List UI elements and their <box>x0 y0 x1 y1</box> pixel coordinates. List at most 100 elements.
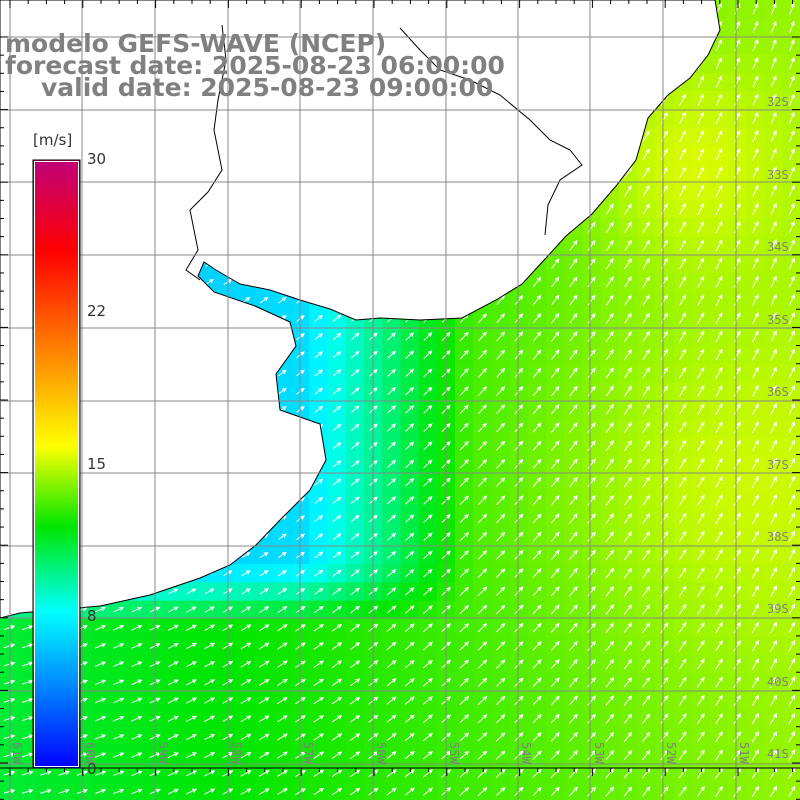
wind-arrow <box>477 659 488 669</box>
wind-arrow <box>3 716 16 721</box>
wind-arrow <box>387 332 396 341</box>
wind-arrow <box>314 405 324 413</box>
wind-arrow <box>478 368 487 378</box>
wind-arrow <box>789 75 795 88</box>
wind-arrow <box>331 751 343 759</box>
wind-arrow <box>404 769 415 778</box>
wind-arrow <box>422 714 433 723</box>
wind-arrow <box>277 678 288 686</box>
wind-arrow <box>405 459 415 469</box>
wind-arrow <box>350 660 361 669</box>
wind-arrow <box>770 658 778 670</box>
wind-arrow <box>715 676 723 688</box>
lat-label: 36S <box>767 385 789 399</box>
wind-arrow <box>204 679 216 686</box>
wind-arrow <box>277 751 288 759</box>
wind-arrow <box>752 384 759 397</box>
wind-arrow <box>715 184 723 197</box>
wind-arrow <box>660 294 669 306</box>
border-line <box>185 24 583 281</box>
wind-arrow <box>624 385 632 397</box>
colorbar-tick: 8 <box>87 607 97 625</box>
lat-label: 40S <box>767 675 789 689</box>
wind-arrow <box>623 622 633 633</box>
wind-arrow <box>697 257 705 270</box>
wind-arrow <box>770 2 777 15</box>
wind-arrow <box>550 604 560 615</box>
wind-arrow <box>514 732 524 742</box>
wind-arrow <box>478 331 487 342</box>
wind-arrow <box>532 404 542 415</box>
wind-arrow <box>752 2 759 15</box>
wind-arrow <box>240 715 252 723</box>
wind-arrow <box>751 749 760 761</box>
wind-arrow <box>642 239 650 252</box>
wind-arrow <box>788 603 796 616</box>
wind-arrow <box>532 768 542 778</box>
wind-arrow <box>642 713 651 724</box>
wind-arrow <box>733 567 741 579</box>
wind-arrow <box>679 312 687 324</box>
wind-arrow <box>331 733 343 741</box>
wind-arrow <box>678 731 687 743</box>
wind-arrow <box>624 330 632 342</box>
wind-arrow <box>477 440 488 451</box>
wind-arrow <box>660 239 668 252</box>
wind-arrow <box>459 532 469 542</box>
wind-arrow <box>423 404 433 414</box>
wind-arrow <box>331 678 343 687</box>
wind-arrow <box>587 367 596 379</box>
wind-arrow <box>733 403 741 416</box>
wind-arrow <box>313 678 325 687</box>
wind-arrow <box>660 257 668 270</box>
wind-arrow <box>350 387 360 395</box>
wind-arrow <box>733 603 741 616</box>
wind-arrow <box>386 587 397 596</box>
wind-arrow <box>788 676 796 689</box>
wind-arrow <box>167 734 179 740</box>
wind-arrow <box>240 752 252 759</box>
lat-label: 41S <box>767 747 789 761</box>
wind-arrow <box>40 770 52 776</box>
wind-arrow <box>751 475 759 488</box>
wind-arrow <box>350 733 361 741</box>
wind-arrow <box>605 458 614 470</box>
wind-arrow <box>642 512 651 524</box>
wind-arrow <box>660 676 669 688</box>
wind-arrow <box>113 715 125 722</box>
wind-arrow <box>350 551 360 559</box>
wind-arrow <box>660 439 669 452</box>
wind-arrow <box>660 640 669 652</box>
wind-arrow <box>697 75 704 88</box>
wind-arrow <box>168 588 179 595</box>
wind-arrow <box>514 586 524 597</box>
wind-arrow <box>3 661 16 667</box>
wind-arrow <box>313 696 325 705</box>
wind-arrow <box>350 478 360 486</box>
wind-arrow <box>569 385 578 397</box>
wind-arrow <box>789 20 795 34</box>
wind-arrow <box>623 567 633 579</box>
wind-arrow <box>131 770 143 777</box>
wind-arrow <box>751 494 759 507</box>
wind-arrow <box>514 786 524 797</box>
wind-arrow <box>715 421 723 434</box>
wind-arrow <box>569 677 578 688</box>
wind-arrow <box>660 476 669 488</box>
wind-arrow <box>550 531 560 542</box>
wind-arrow <box>477 513 488 524</box>
wind-arrow <box>733 548 741 561</box>
wind-arrow <box>660 403 669 415</box>
wind-arrow <box>551 367 560 379</box>
wind-arrow <box>642 348 650 361</box>
wind-arrow <box>277 588 288 595</box>
wind-arrow <box>387 459 397 468</box>
wind-arrow <box>496 404 506 415</box>
wind-arrow <box>459 349 469 360</box>
wind-arrow <box>679 148 686 161</box>
wind-arrow <box>277 788 288 796</box>
wind-arrow <box>496 459 506 469</box>
wind-arrow <box>788 402 795 416</box>
wind-arrow <box>514 422 524 433</box>
